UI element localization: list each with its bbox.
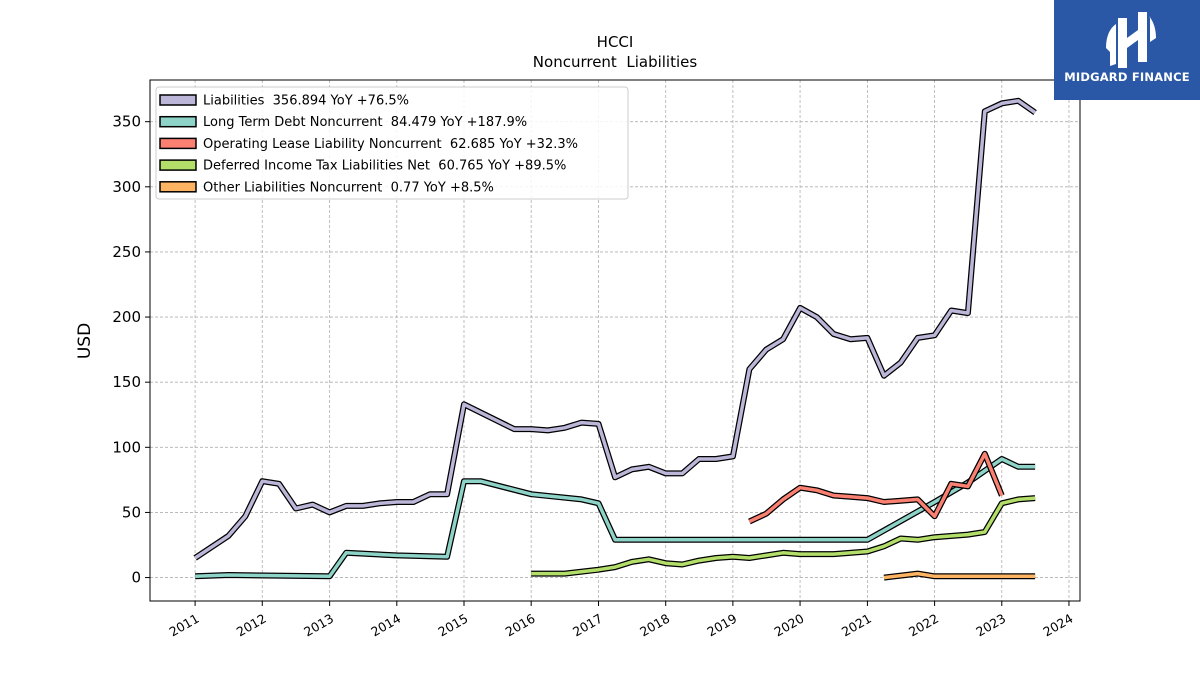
x-tick-label: 2017 xyxy=(570,611,605,640)
legend-swatch xyxy=(159,115,197,128)
series-line-4 xyxy=(883,571,1036,580)
series-lines xyxy=(193,97,1037,581)
x-tick-label: 2012 xyxy=(234,611,269,640)
plot-frame xyxy=(149,79,1081,602)
y-tick-label: 300 xyxy=(112,178,141,196)
x-tick-label: 2021 xyxy=(839,611,874,640)
legend-swatch xyxy=(159,159,197,171)
series-line-2 xyxy=(748,452,1004,524)
y-tick-label: 100 xyxy=(112,438,141,456)
x-tick-label: 2023 xyxy=(973,611,1008,640)
y-tick-label: 250 xyxy=(112,243,141,261)
y-tick-label: 150 xyxy=(112,373,141,391)
x-tick-label: 2020 xyxy=(772,611,807,640)
legend-swatch xyxy=(159,137,197,150)
chart-title: HCCI xyxy=(597,33,634,51)
legend-label: Deferred Income Tax Liabilities Net 60.7… xyxy=(203,159,566,174)
series-line-outline xyxy=(748,450,1005,525)
watermark-logo: MIDGARD FINANCE xyxy=(1054,0,1200,100)
legend: Liabilities 356.894 YoY +76.5% Long Term … xyxy=(155,86,629,200)
y-tick-label: 50 xyxy=(122,503,141,521)
x-tick-label: 2011 xyxy=(167,611,202,640)
series-line-0 xyxy=(194,99,1037,560)
legend-label: Operating Lease Liability Noncurrent 62.… xyxy=(203,137,578,152)
x-tick-label: 2019 xyxy=(704,611,739,640)
y-tick-label: 200 xyxy=(112,308,141,326)
midgard-logo-icon xyxy=(1106,12,1156,68)
x-tick-label: 2018 xyxy=(637,611,672,640)
chart-subtitle: Noncurrent Liabilities xyxy=(533,53,698,71)
legend-label: Long Term Debt Noncurrent 84.479 YoY +18… xyxy=(203,115,527,130)
x-tick-label: 2022 xyxy=(906,611,941,640)
legend-swatch xyxy=(159,94,197,106)
y-axis-label: USD xyxy=(75,323,95,359)
x-tick-label: 2024 xyxy=(1040,611,1075,640)
legend-label: Liabilities 356.894 YoY +76.5% xyxy=(203,94,409,109)
legend-swatch xyxy=(159,181,197,193)
x-tick-label: 2013 xyxy=(301,611,336,640)
legend-label: Other Liabilities Noncurrent 0.77 YoY +8… xyxy=(203,180,494,195)
x-tick-label: 2015 xyxy=(435,611,470,640)
series-line-3 xyxy=(531,496,1036,576)
y-tick-label: 350 xyxy=(112,113,141,131)
legend-box xyxy=(155,86,629,200)
y-tick-label: 0 xyxy=(131,569,141,587)
x-tick-label: 2016 xyxy=(503,611,538,640)
watermark-text: MIDGARD FINANCE xyxy=(1064,70,1190,84)
x-tick-label: 2014 xyxy=(368,611,403,640)
